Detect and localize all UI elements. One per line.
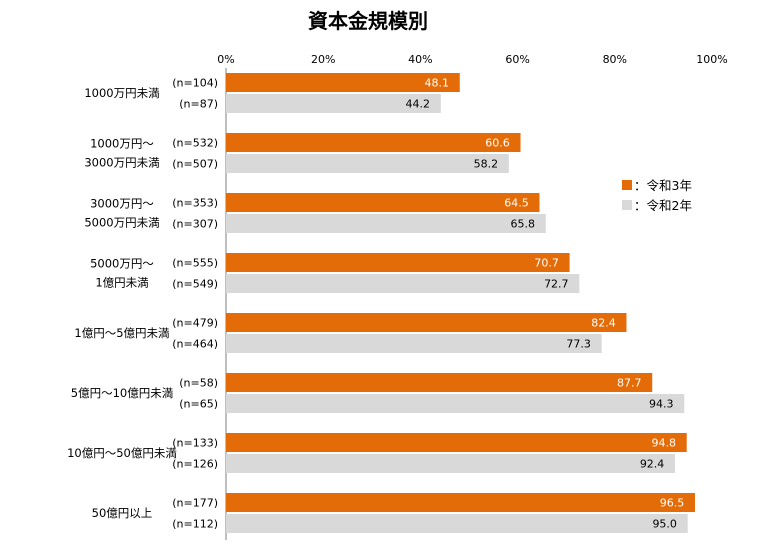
x-tick-label: 100% <box>696 53 727 66</box>
bar-1 <box>226 514 688 533</box>
category-group: 3000万円～ 5000万円未満 64.5 (n=353) 65.8 (n=307) <box>84 193 546 233</box>
sample-size-label: (n=555) <box>172 257 218 270</box>
sample-size-label: (n=307) <box>172 218 218 231</box>
category-label: 1000万円未満 <box>84 86 159 100</box>
bar-value-label: 64.5 <box>504 197 529 210</box>
category-label: 1億円～5億円未満 <box>74 326 169 340</box>
category-label: 5000万円～ <box>90 257 154 271</box>
x-tick-label: 20% <box>311 53 335 66</box>
sample-size-label: (n=87) <box>179 98 218 111</box>
sample-size-label: (n=464) <box>172 338 218 351</box>
bar-0 <box>226 193 540 212</box>
category-group: 5億円～10億円未満 87.7 (n=58) 94.3 (n=65) <box>71 373 685 413</box>
legend-label: ：令和3年 <box>634 178 692 193</box>
bar-1 <box>226 214 546 233</box>
bar-value-label: 77.3 <box>566 338 591 351</box>
sample-size-label: (n=549) <box>172 278 218 291</box>
category-label: 5億円～10億円未満 <box>71 386 173 400</box>
bar-0 <box>226 253 570 272</box>
legend-label: ：令和2年 <box>634 198 692 213</box>
category-label: 1億円未満 <box>95 276 148 290</box>
category-label: 3000万円未満 <box>84 156 159 170</box>
sample-size-label: (n=177) <box>172 497 218 510</box>
bar-value-label: 94.3 <box>649 398 674 411</box>
legend-swatch <box>622 180 632 190</box>
bar-0 <box>226 133 521 152</box>
bar-1 <box>226 274 580 293</box>
chart-title: 資本金規模別 <box>308 9 428 33</box>
bar-value-label: 96.5 <box>660 497 685 510</box>
category-group: 1000万円～ 3000万円未満 60.6 (n=532) 58.2 (n=507) <box>84 133 521 173</box>
category-label: 3000万円～ <box>90 197 154 211</box>
legend: ：令和3年 ：令和2年 <box>622 178 692 213</box>
category-label: 10億円～50億円未満 <box>67 446 177 460</box>
bar-value-label: 60.6 <box>485 137 510 150</box>
bar-1 <box>226 154 509 173</box>
bar-value-label: 87.7 <box>617 377 642 390</box>
sample-size-label: (n=126) <box>172 458 218 471</box>
bar-value-label: 95.0 <box>652 518 677 531</box>
category-label: 50億円以上 <box>92 506 153 520</box>
category-group: 1000万円未満 48.1 (n=104) 44.2 (n=87) <box>84 73 460 113</box>
bar-1 <box>226 94 441 113</box>
sample-size-label: (n=104) <box>172 77 218 90</box>
category-group: 50億円以上 96.5 (n=177) 95.0 (n=112) <box>92 493 695 533</box>
sample-size-label: (n=58) <box>179 377 218 390</box>
bar-0 <box>226 433 687 452</box>
bar-value-label: 48.1 <box>425 77 450 90</box>
sample-size-label: (n=133) <box>172 437 218 450</box>
sample-size-label: (n=479) <box>172 317 218 330</box>
bar-value-label: 58.2 <box>474 158 499 171</box>
legend-swatch <box>622 200 632 210</box>
bar-value-label: 94.8 <box>651 437 676 450</box>
bar-value-label: 44.2 <box>406 98 431 111</box>
bar-value-label: 65.8 <box>511 218 536 231</box>
category-group: 1億円～5億円未満 82.4 (n=479) 77.3 (n=464) <box>74 313 627 353</box>
sample-size-label: (n=65) <box>179 398 218 411</box>
bar-0 <box>226 313 627 332</box>
category-label: 5000万円未満 <box>84 216 159 230</box>
bar-value-label: 92.4 <box>640 458 665 471</box>
bar-0 <box>226 373 653 392</box>
category-group: 5000万円～ 1億円未満 70.7 (n=555) 72.7 (n=549) <box>90 253 580 293</box>
sample-size-label: (n=353) <box>172 197 218 210</box>
bar-1 <box>226 394 685 413</box>
sample-size-label: (n=507) <box>172 158 218 171</box>
bars: 1000万円未満 48.1 (n=104) 44.2 (n=87) 1000万円～ 3000… <box>67 73 695 533</box>
sample-size-label: (n=532) <box>172 137 218 150</box>
bar-0 <box>226 73 460 92</box>
x-tick-label: 80% <box>603 53 627 66</box>
x-tick-label: 40% <box>408 53 432 66</box>
x-tick-label: 60% <box>505 53 529 66</box>
x-tick-label: 0% <box>217 53 234 66</box>
bar-value-label: 72.7 <box>544 278 569 291</box>
bar-1 <box>226 454 676 473</box>
bar-0 <box>226 493 695 512</box>
sample-size-label: (n=112) <box>172 518 218 531</box>
bar-value-label: 82.4 <box>591 317 616 330</box>
bar-value-label: 70.7 <box>534 257 559 270</box>
category-label: 1000万円～ <box>90 137 154 151</box>
category-group: 10億円～50億円未満 94.8 (n=133) 92.4 (n=126) <box>67 433 687 473</box>
bar-1 <box>226 334 602 353</box>
